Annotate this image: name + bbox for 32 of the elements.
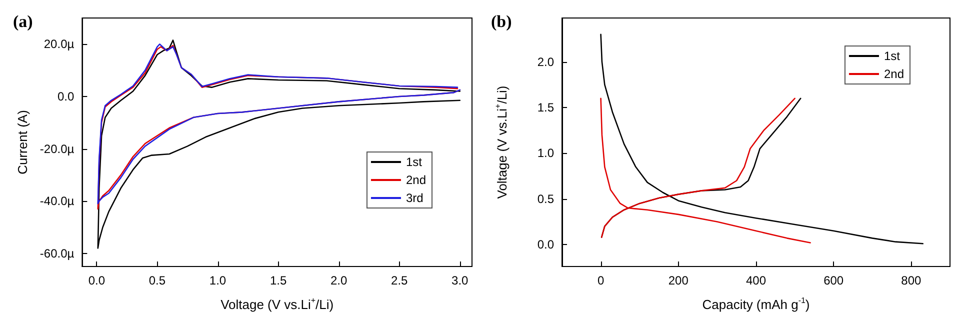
x-tick-label: 0 [597, 274, 604, 288]
x-tick-label: 2.5 [391, 274, 408, 288]
x-tick-label: 0.5 [148, 274, 166, 288]
y-tick-label: 0.0 [57, 89, 74, 104]
x-tick-label: 1.5 [270, 274, 287, 288]
x-tick-label: 400 [746, 274, 766, 288]
y-tick-label: -40.0µ [40, 194, 74, 208]
x-tick-label: 0.0 [88, 274, 106, 288]
y-axis-title: Current (A) [15, 110, 30, 174]
y-tick-label: 0.5 [537, 192, 554, 206]
x-axis-title: Voltage (V vs.Li+/Li) [220, 296, 334, 312]
legend-label: 2nd [884, 67, 904, 81]
legend-label: 1st [884, 49, 901, 63]
legend-label: 3rd [406, 191, 424, 205]
legend-label: 1st [406, 155, 423, 169]
y-tick-label: 2.0 [537, 54, 554, 69]
x-tick-label: 2.0 [330, 274, 348, 288]
chart-title: (a) [13, 12, 33, 31]
x-tick-label: 800 [901, 274, 922, 288]
x-tick-label: 600 [824, 274, 844, 288]
x-tick-label: 200 [668, 274, 689, 288]
y-tick-label: 0.0 [537, 238, 554, 252]
y-tick-label: 1.5 [537, 100, 554, 115]
y-tick-label: 20.0µ [44, 37, 74, 52]
y-tick-label: -60.0µ [40, 246, 74, 260]
chart-title: (b) [491, 12, 512, 31]
y-axis-title: Voltage (V vs.Li+/Li) [494, 86, 510, 199]
y-tick-label: 1.0 [537, 146, 554, 160]
legend-label: 2nd [406, 173, 426, 187]
x-tick-label: 3.0 [452, 274, 469, 288]
x-tick-label: 1.0 [209, 274, 226, 288]
y-tick-label: -20.0µ [40, 142, 74, 156]
